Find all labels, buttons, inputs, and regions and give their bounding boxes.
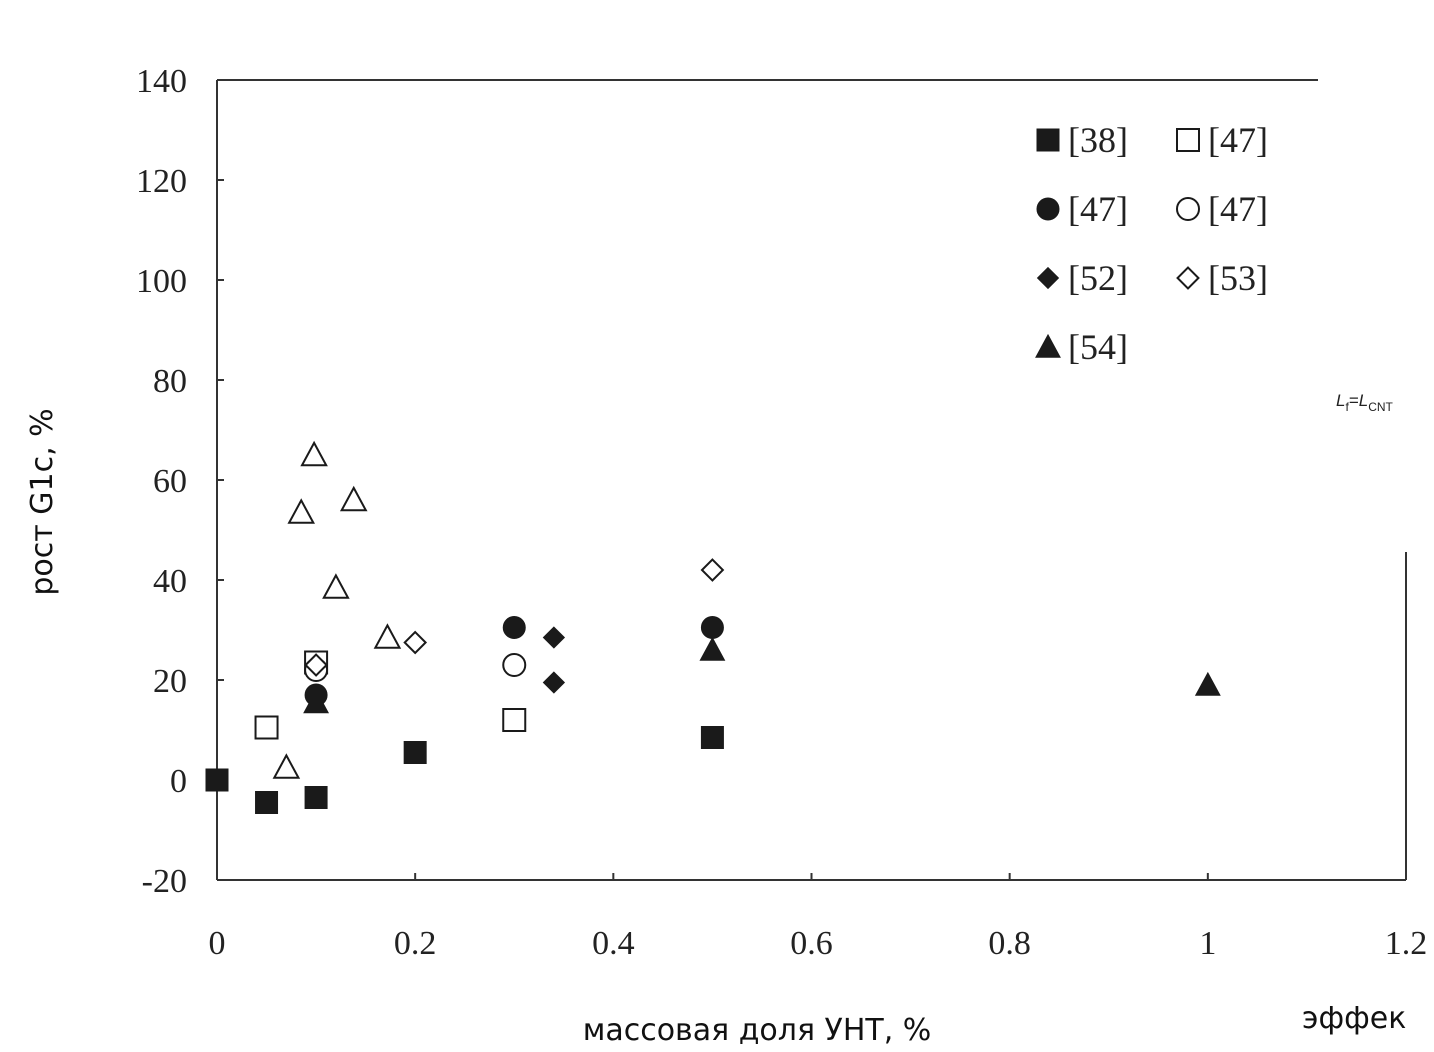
y-tick-label: 120 xyxy=(136,163,187,200)
data-point-square-filled xyxy=(304,786,328,809)
legend-marker-diamond-filled xyxy=(1036,266,1060,290)
legend-marker-square-open xyxy=(1176,128,1200,152)
data-point-square-filled xyxy=(403,741,427,764)
legend-label: [54] xyxy=(1068,327,1128,367)
lcnt-main: L xyxy=(1359,391,1368,410)
x-tick-label: 1 xyxy=(1199,925,1216,962)
data-point-square-filled xyxy=(700,726,724,749)
lf-eq: = xyxy=(1349,391,1359,410)
data-point-diamond-open xyxy=(700,558,725,582)
legend-marker-diamond-open xyxy=(1176,266,1200,290)
data-point-triangle-open xyxy=(272,753,301,779)
data-point-diamond-filled xyxy=(542,671,566,694)
legend-marker-circle-open xyxy=(1176,197,1200,221)
legend-marker-triangle-filled xyxy=(1035,333,1061,358)
x-tick-label: 0.8 xyxy=(988,925,1031,962)
x-tick-label: 0.4 xyxy=(592,925,635,962)
lcnt-sub: CNT xyxy=(1368,400,1393,414)
legend-label: [38] xyxy=(1068,120,1128,160)
legend-label: [47] xyxy=(1068,189,1128,229)
data-point-triangle-open xyxy=(287,498,315,524)
data-point-square-filled xyxy=(205,768,229,792)
legend-label: [47] xyxy=(1208,120,1268,160)
x-axis-title: массовая доля УНТ, % xyxy=(583,1013,932,1048)
data-points xyxy=(205,440,1221,814)
y-tick-label: 20 xyxy=(153,663,187,700)
data-point-square-filled xyxy=(255,791,279,814)
x-tick-label: 0.2 xyxy=(394,925,437,962)
y-axis-title: рост G1c, % xyxy=(25,408,60,595)
x-tick-label: 1.2 xyxy=(1385,925,1428,962)
y-tick-label: 80 xyxy=(153,363,187,400)
legend-marker-circle-filled xyxy=(1036,197,1060,221)
lf-sub: f xyxy=(1345,400,1349,414)
legend: [38] [47] [47] [47] [52] [53] [54] xyxy=(1035,120,1268,367)
data-point-triangle-open xyxy=(339,485,368,512)
y-tick-label: 100 xyxy=(136,263,187,300)
legend-label: [52] xyxy=(1068,258,1128,298)
data-point-circle-filled xyxy=(502,616,526,639)
data-point-triangle-open xyxy=(322,573,350,599)
data-point-triangle-filled xyxy=(1194,671,1221,696)
data-point-circle-filled xyxy=(700,616,724,639)
y-tick-label: 40 xyxy=(153,563,187,600)
x-ticks: 0 0.2 0.4 0.6 0.8 1 1.2 xyxy=(209,873,1428,962)
legend-marker-square-filled xyxy=(1036,128,1060,152)
legend-label: [47] xyxy=(1208,189,1268,229)
y-ticks: -20 0 20 40 60 80 100 120 140 xyxy=(136,63,224,900)
data-point-square-open xyxy=(502,708,527,732)
data-point-triangle-filled xyxy=(699,636,726,661)
data-point-triangle-open xyxy=(300,440,328,467)
x-tick-label: 0.6 xyxy=(790,925,833,962)
legend-label: [53] xyxy=(1208,258,1268,298)
data-point-triangle-open xyxy=(373,623,402,649)
y-tick-label: 0 xyxy=(170,763,187,800)
lf-annotation: Lf=LCNT xyxy=(1336,391,1394,414)
data-point-diamond-open xyxy=(304,653,328,677)
y-tick-label: 140 xyxy=(136,63,187,100)
data-point-diamond-open xyxy=(403,630,428,655)
y-tick-label: 60 xyxy=(153,463,187,500)
y-tick-label: -20 xyxy=(142,863,187,900)
data-point-triangle-filled xyxy=(303,689,330,714)
data-point-square-open xyxy=(254,715,279,740)
lf-main: L xyxy=(1336,391,1345,410)
cropped-text: эффек xyxy=(1302,1001,1406,1036)
data-point-circle-open xyxy=(502,653,527,677)
x-tick-label: 0 xyxy=(209,925,226,962)
data-point-diamond-filled xyxy=(542,626,566,649)
